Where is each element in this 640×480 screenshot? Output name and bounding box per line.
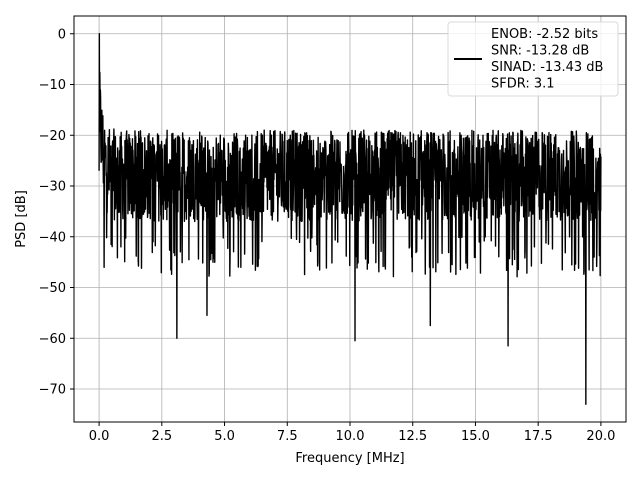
x-axis: 0.0 2.5 5.0 7.5 10.0 12.5 15.0 17.5 20.0 (89, 422, 615, 444)
x-tick-label: 12.5 (398, 429, 427, 444)
y-tick-label: −40 (39, 230, 66, 245)
series-psd (98, 33, 602, 405)
legend-sinad: SINAD: -13.43 dB (491, 60, 603, 75)
y-axis-label: PSD [dB] (14, 190, 29, 248)
y-tick-label: −20 (39, 129, 66, 144)
y-tick-label: −60 (39, 332, 66, 347)
x-tick-label: 15.0 (461, 429, 490, 444)
y-tick-label: 0 (58, 27, 66, 42)
x-tick-label: 10.0 (336, 429, 365, 444)
legend-box (447, 21, 619, 97)
y-tick-label: −70 (39, 383, 66, 398)
y-tick-label: −30 (39, 180, 66, 195)
legend-enob: ENOB: -2.52 bits (491, 27, 598, 42)
legend: ENOB: -2.52 bits SNR: -13.28 dB SINAD: -… (447, 21, 619, 97)
y-tick-label: −50 (39, 281, 66, 296)
x-tick-label: 17.5 (524, 429, 553, 444)
y-axis: 0 −10 −20 −30 −40 −50 −60 −70 (39, 27, 74, 398)
legend-sfdr: SFDR: 3.1 (491, 77, 555, 92)
legend-snr: SNR: -13.28 dB (491, 44, 589, 59)
x-tick-label: 2.5 (151, 429, 172, 444)
x-axis-label: Frequency [MHz] (295, 451, 404, 466)
x-tick-label: 7.5 (277, 429, 298, 444)
y-tick-label: −10 (39, 78, 66, 93)
x-tick-label: 20.0 (586, 429, 615, 444)
psd-line (98, 33, 602, 405)
x-tick-label: 0.0 (89, 429, 110, 444)
x-tick-label: 5.0 (214, 429, 235, 444)
